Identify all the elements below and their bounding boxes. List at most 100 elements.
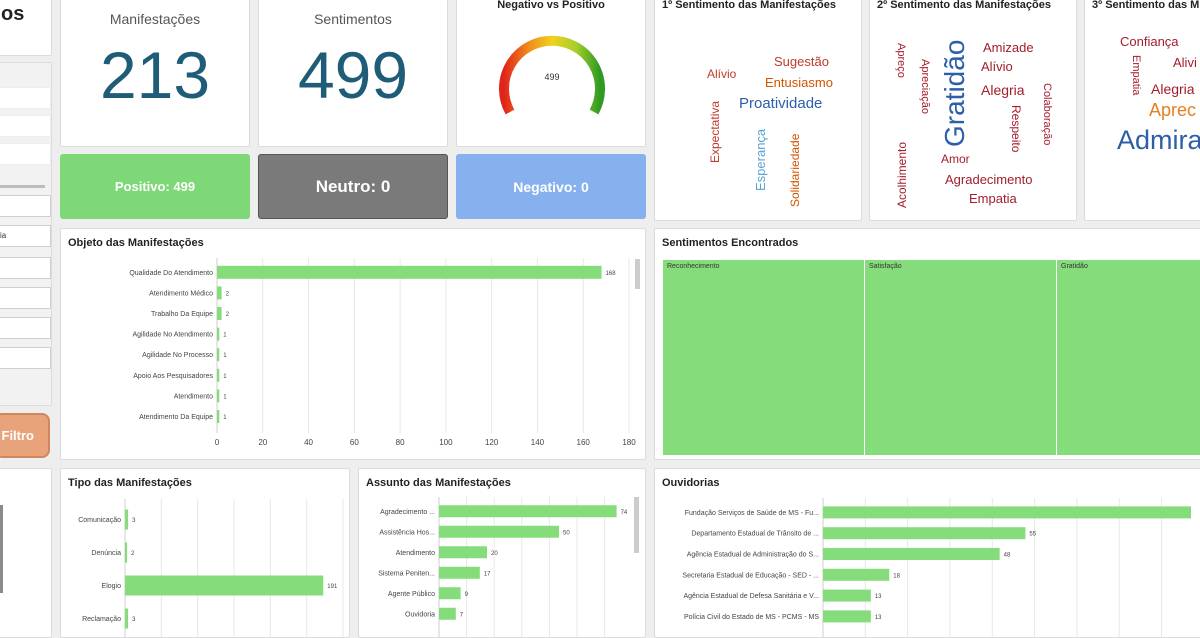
bar bbox=[217, 307, 222, 320]
filter-field[interactable] bbox=[0, 287, 51, 309]
filter-field[interactable]: ia bbox=[0, 225, 51, 247]
negative-pill[interactable]: Negativo: 0 bbox=[456, 154, 646, 219]
category-label: Comunicação bbox=[78, 517, 121, 524]
cloud-word: Confiança bbox=[1120, 34, 1179, 49]
positive-pill[interactable]: Positivo: 499 bbox=[60, 154, 250, 219]
cloud-word: Proatividade bbox=[739, 95, 823, 112]
filter-slider[interactable] bbox=[0, 185, 45, 188]
value-label: 1 bbox=[223, 333, 227, 339]
treemap-cell[interactable]: Gratidão bbox=[1057, 260, 1200, 455]
category-label: Denúncia bbox=[91, 550, 121, 557]
category-label: Reclamação bbox=[82, 616, 121, 623]
cloud-word: Expectativa bbox=[708, 100, 722, 163]
filter-field[interactable] bbox=[0, 115, 51, 137]
category-label: Atendimento bbox=[396, 550, 435, 557]
tick-label: 40 bbox=[304, 438, 313, 447]
filter-button[interactable]: Filtro bbox=[0, 413, 50, 458]
value-label: 1 bbox=[223, 374, 227, 380]
objeto-chart: Qualidade Do Atendimento 168 Atendimento M… bbox=[129, 258, 636, 447]
category-label: Atendimento bbox=[174, 393, 213, 400]
filter-field[interactable] bbox=[0, 317, 51, 339]
value-label: 2 bbox=[226, 312, 230, 318]
value-label: 3 bbox=[132, 617, 136, 623]
category-label: Agente Público bbox=[388, 591, 435, 598]
value-label: 74 bbox=[621, 510, 628, 516]
cloud-word: Entusiasmo bbox=[765, 75, 833, 90]
ouvidorias-card: Ouvidorias Fundação Serviços de Saúde de… bbox=[654, 468, 1200, 638]
filter-panel: ia bbox=[0, 62, 52, 406]
value-label: 17 bbox=[484, 571, 491, 577]
neutral-pill[interactable]: Neutro: 0 bbox=[258, 154, 448, 219]
treemap-cell-label: Satisfação bbox=[869, 263, 902, 270]
treemap-cell[interactable]: Reconhecimento bbox=[663, 260, 865, 455]
filter-field[interactable] bbox=[0, 195, 51, 217]
assunto-chart: Agradecimento ... 74 Assistência Hos... 50 A… bbox=[378, 497, 628, 637]
wordcloud-third: 3º Sentimento das M Confiança Empatia Al… bbox=[1084, 0, 1200, 221]
negative-pill-label: Negativo: 0 bbox=[513, 178, 589, 195]
kpi-manifestacoes: Manifestações 213 bbox=[60, 0, 250, 147]
bar bbox=[217, 368, 220, 382]
cloud-word: Apreço bbox=[895, 43, 907, 78]
filter-field[interactable] bbox=[0, 87, 51, 109]
bar bbox=[823, 568, 890, 581]
treemap-cell-label: Gratidão bbox=[1061, 263, 1088, 270]
tick-label: 180 bbox=[622, 438, 636, 447]
ouvidorias-chart: Fundação Serviços de Saúde de MS - Fu...… bbox=[682, 498, 1191, 637]
filter-field[interactable] bbox=[0, 143, 51, 165]
value-label: 3 bbox=[132, 518, 136, 524]
assunto-title: Assunto das Manifestações bbox=[366, 477, 511, 489]
sidebar-title: os bbox=[1, 3, 25, 25]
tick-label: 80 bbox=[396, 438, 405, 447]
gauge-card: Negativo vs Positivo 499 bbox=[456, 0, 646, 147]
treemap-cell[interactable]: Satisfação bbox=[865, 260, 1057, 455]
bar bbox=[217, 327, 220, 341]
tick-label: 100 bbox=[439, 438, 453, 447]
value-label: 13 bbox=[875, 594, 882, 600]
neutral-pill-label: Neutro: 0 bbox=[315, 176, 391, 196]
value-label: 50 bbox=[563, 530, 570, 536]
bar bbox=[125, 542, 128, 563]
filter-field[interactable] bbox=[0, 257, 51, 279]
cloud-word: Acolhimento bbox=[895, 141, 909, 208]
cloud-word: Admira bbox=[1117, 125, 1200, 155]
assunto-scrollbar[interactable] bbox=[634, 497, 639, 553]
wordcloud-first: 1º Sentimento das Manifestações Sugestão… bbox=[654, 0, 862, 221]
gauge-chart: 499 bbox=[499, 35, 605, 115]
cloud-word: Solidariedade bbox=[788, 133, 802, 207]
cloud-word: Esperança bbox=[753, 128, 768, 191]
filter-field[interactable] bbox=[0, 347, 51, 369]
filter-button-label: Filtro bbox=[1, 428, 35, 443]
bar bbox=[125, 608, 129, 629]
positive-pill-label: Positivo: 499 bbox=[114, 179, 196, 194]
sentimentos-title: Sentimentos Encontrados bbox=[662, 237, 799, 249]
wordcloud-title: 1º Sentimento das Manifestações bbox=[662, 0, 836, 11]
tipo-card: Tipo das Manifestações Comunicação 3 Denún… bbox=[60, 468, 350, 638]
cloud-word: Alegria bbox=[981, 82, 1025, 98]
category-label: Trabalho Da Equipe bbox=[151, 311, 213, 318]
bar bbox=[823, 506, 1191, 519]
cloud-word: Agradecimento bbox=[945, 172, 1033, 187]
objeto-scrollbar[interactable] bbox=[635, 259, 640, 289]
bar bbox=[217, 348, 220, 362]
bar bbox=[217, 265, 602, 279]
sidebar-scroll-track[interactable] bbox=[0, 505, 3, 593]
tick-label: 0 bbox=[215, 438, 220, 447]
gauge-arc bbox=[499, 35, 605, 115]
kpi-label: Manifestações bbox=[109, 11, 201, 27]
category-label: Agradecimento ... bbox=[380, 509, 435, 516]
kpi-value: 213 bbox=[99, 38, 211, 112]
bar bbox=[125, 575, 324, 596]
cloud-word: Respeito bbox=[1009, 105, 1023, 153]
bar bbox=[823, 610, 871, 623]
value-label: 191 bbox=[327, 584, 338, 590]
category-label: Agilidade No Atendimento bbox=[132, 332, 213, 339]
value-label: 1 bbox=[223, 353, 227, 359]
tipo-title: Tipo das Manifestações bbox=[68, 477, 192, 489]
kpi-sentimentos: Sentimentos 499 bbox=[258, 0, 448, 147]
bar bbox=[125, 509, 129, 530]
bar bbox=[823, 527, 1026, 540]
value-label: 1 bbox=[223, 394, 227, 400]
tick-label: 20 bbox=[258, 438, 267, 447]
tipo-chart: Comunicação 3 Denúncia 2 Elogio 191 Reclamação… bbox=[78, 499, 344, 637]
sidebar-header: os bbox=[0, 0, 52, 56]
